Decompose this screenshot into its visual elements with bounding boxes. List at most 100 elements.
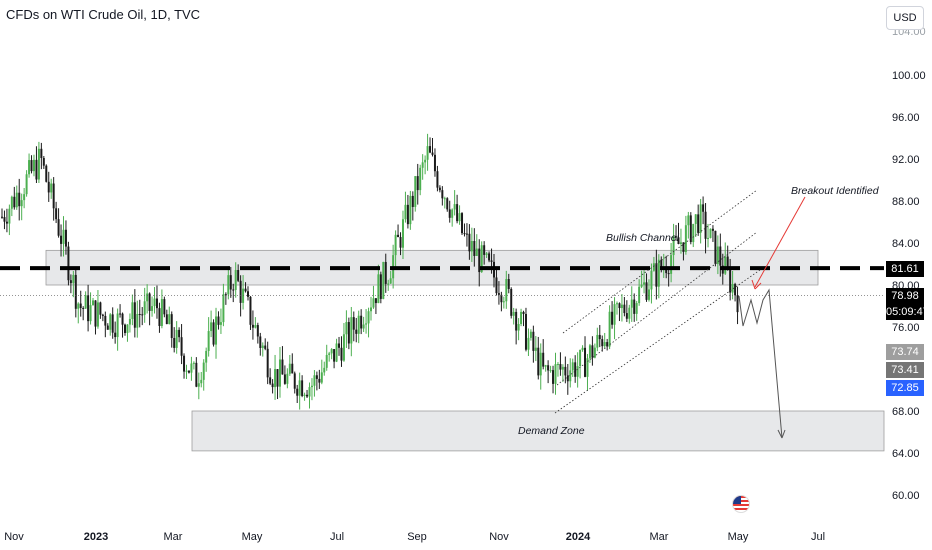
candle-body xyxy=(458,213,461,222)
candle-body xyxy=(180,337,183,356)
candle-body xyxy=(138,313,141,315)
candle-body xyxy=(274,369,277,388)
candle-body xyxy=(57,219,60,236)
candle-body xyxy=(291,363,294,374)
candle-body xyxy=(212,322,215,345)
x-tick-label: Mar xyxy=(650,531,669,543)
candle-body xyxy=(510,288,513,316)
y-tick-label: 76.00 xyxy=(892,322,920,334)
candle-body xyxy=(72,274,75,284)
x-tick-label: May xyxy=(728,531,749,543)
candle-body xyxy=(689,215,692,243)
candle-body xyxy=(365,323,368,325)
candle-body xyxy=(367,311,370,324)
candle-body xyxy=(357,315,360,334)
candle-body xyxy=(347,322,350,344)
candle-body xyxy=(165,314,168,324)
channel-upper-line xyxy=(562,189,758,334)
candle-body xyxy=(512,311,515,316)
candle-body xyxy=(554,364,557,384)
candle-body xyxy=(79,303,82,308)
candle-body xyxy=(328,353,331,355)
candle-body xyxy=(237,269,240,281)
candle-body xyxy=(153,298,156,307)
candle-body xyxy=(559,364,562,370)
time-axis[interactable]: Nov 2023 Mar May Jul Sep Nov 2024 Mar May Jul xyxy=(4,531,825,543)
candle-body xyxy=(52,183,55,209)
candle-body xyxy=(475,248,478,256)
candle-body xyxy=(650,270,653,290)
candle-body xyxy=(20,200,23,207)
candle-body xyxy=(704,211,707,239)
breakout-arrow xyxy=(754,196,806,288)
candle-body xyxy=(372,298,375,308)
candle-body xyxy=(74,274,77,309)
x-tick-label: 2023 xyxy=(84,531,108,543)
candle-body xyxy=(625,313,628,319)
candle-body xyxy=(411,195,414,207)
candle-body xyxy=(259,336,262,348)
candle-body xyxy=(114,332,117,338)
candle-body xyxy=(69,280,72,284)
candle-body xyxy=(652,263,655,271)
candle-body xyxy=(13,196,16,208)
candle-body xyxy=(261,345,264,348)
candle-body xyxy=(269,377,272,384)
candle-body xyxy=(401,219,404,248)
candle-body xyxy=(82,307,85,309)
candle-body xyxy=(633,299,636,314)
candle-body xyxy=(8,208,11,224)
candle-body xyxy=(606,342,609,347)
candle-body xyxy=(505,279,508,302)
candle-body xyxy=(645,282,648,300)
candle-body xyxy=(345,322,348,335)
x-tick-label: Sep xyxy=(407,531,427,543)
candle-body xyxy=(684,225,687,252)
candle-body xyxy=(202,362,205,380)
candle-body xyxy=(360,315,363,329)
candle-body xyxy=(687,215,690,226)
candle-body xyxy=(561,366,564,370)
currency-button[interactable]: USD xyxy=(886,6,924,30)
candle-body xyxy=(205,350,208,363)
x-tick-label: Nov xyxy=(4,531,24,543)
candle-body xyxy=(593,347,596,358)
candle-body xyxy=(620,304,623,309)
candle-body xyxy=(170,314,173,338)
candle-body xyxy=(497,293,500,295)
candle-body xyxy=(643,282,646,285)
candle-body xyxy=(87,295,90,322)
candle-body xyxy=(77,303,80,309)
candle-body xyxy=(451,209,454,218)
candle-body xyxy=(310,385,313,388)
candle-body xyxy=(719,246,722,266)
candle-body xyxy=(3,217,6,222)
us-flag-icon[interactable] xyxy=(732,495,750,513)
candle-body xyxy=(707,237,710,239)
candle-body xyxy=(603,342,606,347)
candle-body xyxy=(507,279,510,289)
candle-body xyxy=(731,284,734,293)
candle-body xyxy=(62,229,65,244)
candles-layer xyxy=(1,133,739,410)
candle-body xyxy=(478,248,481,273)
candle-body xyxy=(569,370,572,382)
candle-body xyxy=(5,221,8,224)
candle-body xyxy=(315,375,318,379)
candle-body xyxy=(539,352,542,376)
candle-body xyxy=(453,204,456,210)
candle-body xyxy=(323,367,326,373)
candle-body xyxy=(699,204,702,233)
candle-body xyxy=(96,302,99,327)
candle-body xyxy=(697,214,700,233)
y-tick-label: 84.00 xyxy=(892,238,920,250)
candle-body xyxy=(618,303,621,309)
candle-body xyxy=(500,294,503,303)
candle-body xyxy=(256,325,259,337)
candle-body xyxy=(219,322,222,325)
candle-body xyxy=(25,174,28,195)
candle-body xyxy=(325,354,328,368)
candle-body xyxy=(151,306,154,311)
candle-body xyxy=(465,233,468,235)
